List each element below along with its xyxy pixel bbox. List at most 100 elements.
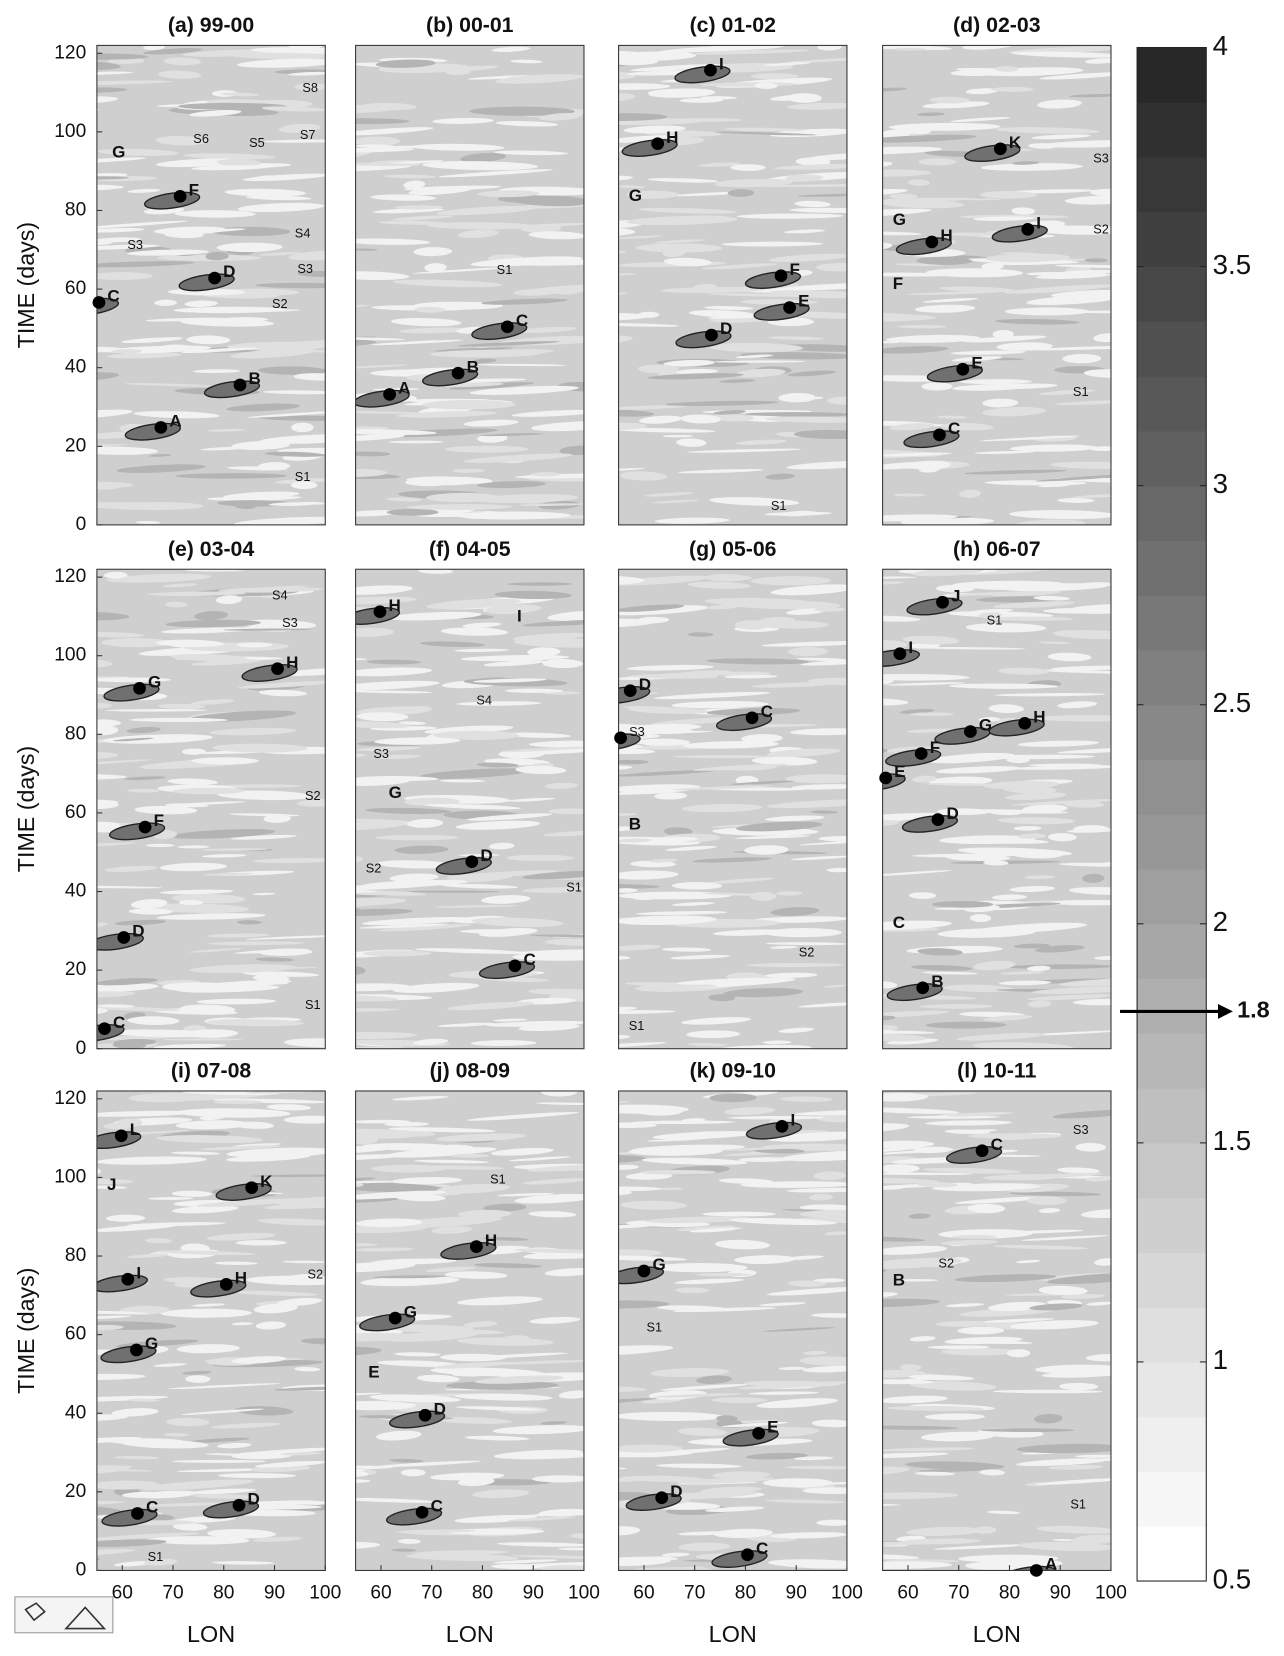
streak <box>886 682 966 686</box>
streak <box>511 1555 584 1560</box>
streak <box>413 247 453 257</box>
streak <box>744 845 789 855</box>
streak <box>163 583 198 588</box>
streak <box>391 1096 449 1101</box>
threshold-label: 1.8 <box>1237 997 1270 1023</box>
streak <box>1038 1285 1088 1296</box>
contour-blob <box>1000 1565 1057 1571</box>
texture <box>96 45 326 525</box>
colorbar-step <box>1137 430 1207 487</box>
streak <box>463 419 519 427</box>
streak <box>813 1278 846 1283</box>
streak <box>214 1261 258 1265</box>
streak <box>618 723 642 732</box>
streak <box>372 388 420 391</box>
streak <box>1084 58 1111 64</box>
streak <box>145 843 175 847</box>
streak <box>1052 629 1111 640</box>
streak <box>536 1102 584 1106</box>
streak <box>457 1209 512 1218</box>
streak <box>200 848 269 851</box>
streak <box>794 1109 847 1116</box>
streak <box>355 336 406 341</box>
streak <box>96 176 130 180</box>
streak <box>165 601 188 608</box>
x-axis-label: LON <box>973 1621 1021 1647</box>
streak <box>1016 1458 1109 1467</box>
streak <box>718 1178 774 1184</box>
panel: (l) 10-11 60 70 80 90 100 LON C S3 S2 B S1 A <box>882 1060 1127 1647</box>
streak <box>188 948 243 953</box>
streak <box>983 780 1060 790</box>
event-label: S3 <box>373 746 389 761</box>
streak <box>778 1366 807 1370</box>
streak <box>218 587 323 593</box>
streak <box>618 1224 662 1230</box>
event-dot <box>92 296 106 309</box>
streak <box>481 298 568 305</box>
streak <box>734 368 786 378</box>
streak <box>111 1408 159 1417</box>
streak <box>367 659 421 665</box>
streak <box>163 57 202 66</box>
event-label: S3 <box>629 724 645 739</box>
streak <box>1038 1208 1061 1213</box>
streak <box>398 721 427 725</box>
streak <box>391 215 455 221</box>
streak <box>1009 886 1056 893</box>
streak <box>176 1108 291 1118</box>
streak <box>958 1554 1059 1563</box>
streak <box>114 919 167 926</box>
streak <box>230 348 317 359</box>
streak <box>172 1522 208 1531</box>
streak <box>922 101 990 109</box>
streak <box>763 62 812 66</box>
streak <box>450 1153 489 1158</box>
streak <box>355 820 412 831</box>
y-tick-label: 20 <box>65 435 86 456</box>
streak <box>190 699 235 705</box>
streak <box>446 870 558 879</box>
streak <box>140 1502 232 1507</box>
streak <box>882 675 894 685</box>
streak <box>482 1359 584 1365</box>
x-tick-label: 80 <box>999 1583 1020 1604</box>
streak <box>925 1120 1013 1126</box>
streak <box>425 1266 476 1273</box>
streak <box>882 870 952 877</box>
streak <box>394 845 449 854</box>
event-label: A <box>398 379 410 398</box>
streak <box>762 1040 792 1045</box>
streak <box>882 1024 899 1032</box>
streak <box>993 601 1075 609</box>
streak <box>1003 583 1108 592</box>
streak <box>729 1218 837 1225</box>
streak <box>426 598 522 610</box>
streak <box>236 642 273 648</box>
streak <box>989 383 1058 390</box>
streak <box>701 892 766 896</box>
streak <box>522 1177 584 1185</box>
streak <box>434 904 519 908</box>
streak <box>765 416 847 423</box>
toolbar-icon[interactable] <box>14 1596 114 1634</box>
streak <box>264 451 326 457</box>
streak <box>811 1313 847 1318</box>
streak <box>750 576 831 586</box>
streak <box>1084 258 1109 263</box>
streak <box>728 600 841 610</box>
texture <box>882 1092 1111 1571</box>
streak <box>96 1156 207 1165</box>
event-dot <box>651 137 665 151</box>
streak <box>929 96 970 104</box>
streak <box>97 148 179 156</box>
streak <box>701 263 779 270</box>
streak <box>882 1149 957 1155</box>
streak <box>964 469 1067 475</box>
streak <box>213 1098 326 1104</box>
y-tick-label: 40 <box>65 881 86 902</box>
streak <box>204 872 254 876</box>
x-tick-label: 60 <box>112 1583 133 1604</box>
streak <box>618 1042 668 1049</box>
streak <box>882 981 898 989</box>
